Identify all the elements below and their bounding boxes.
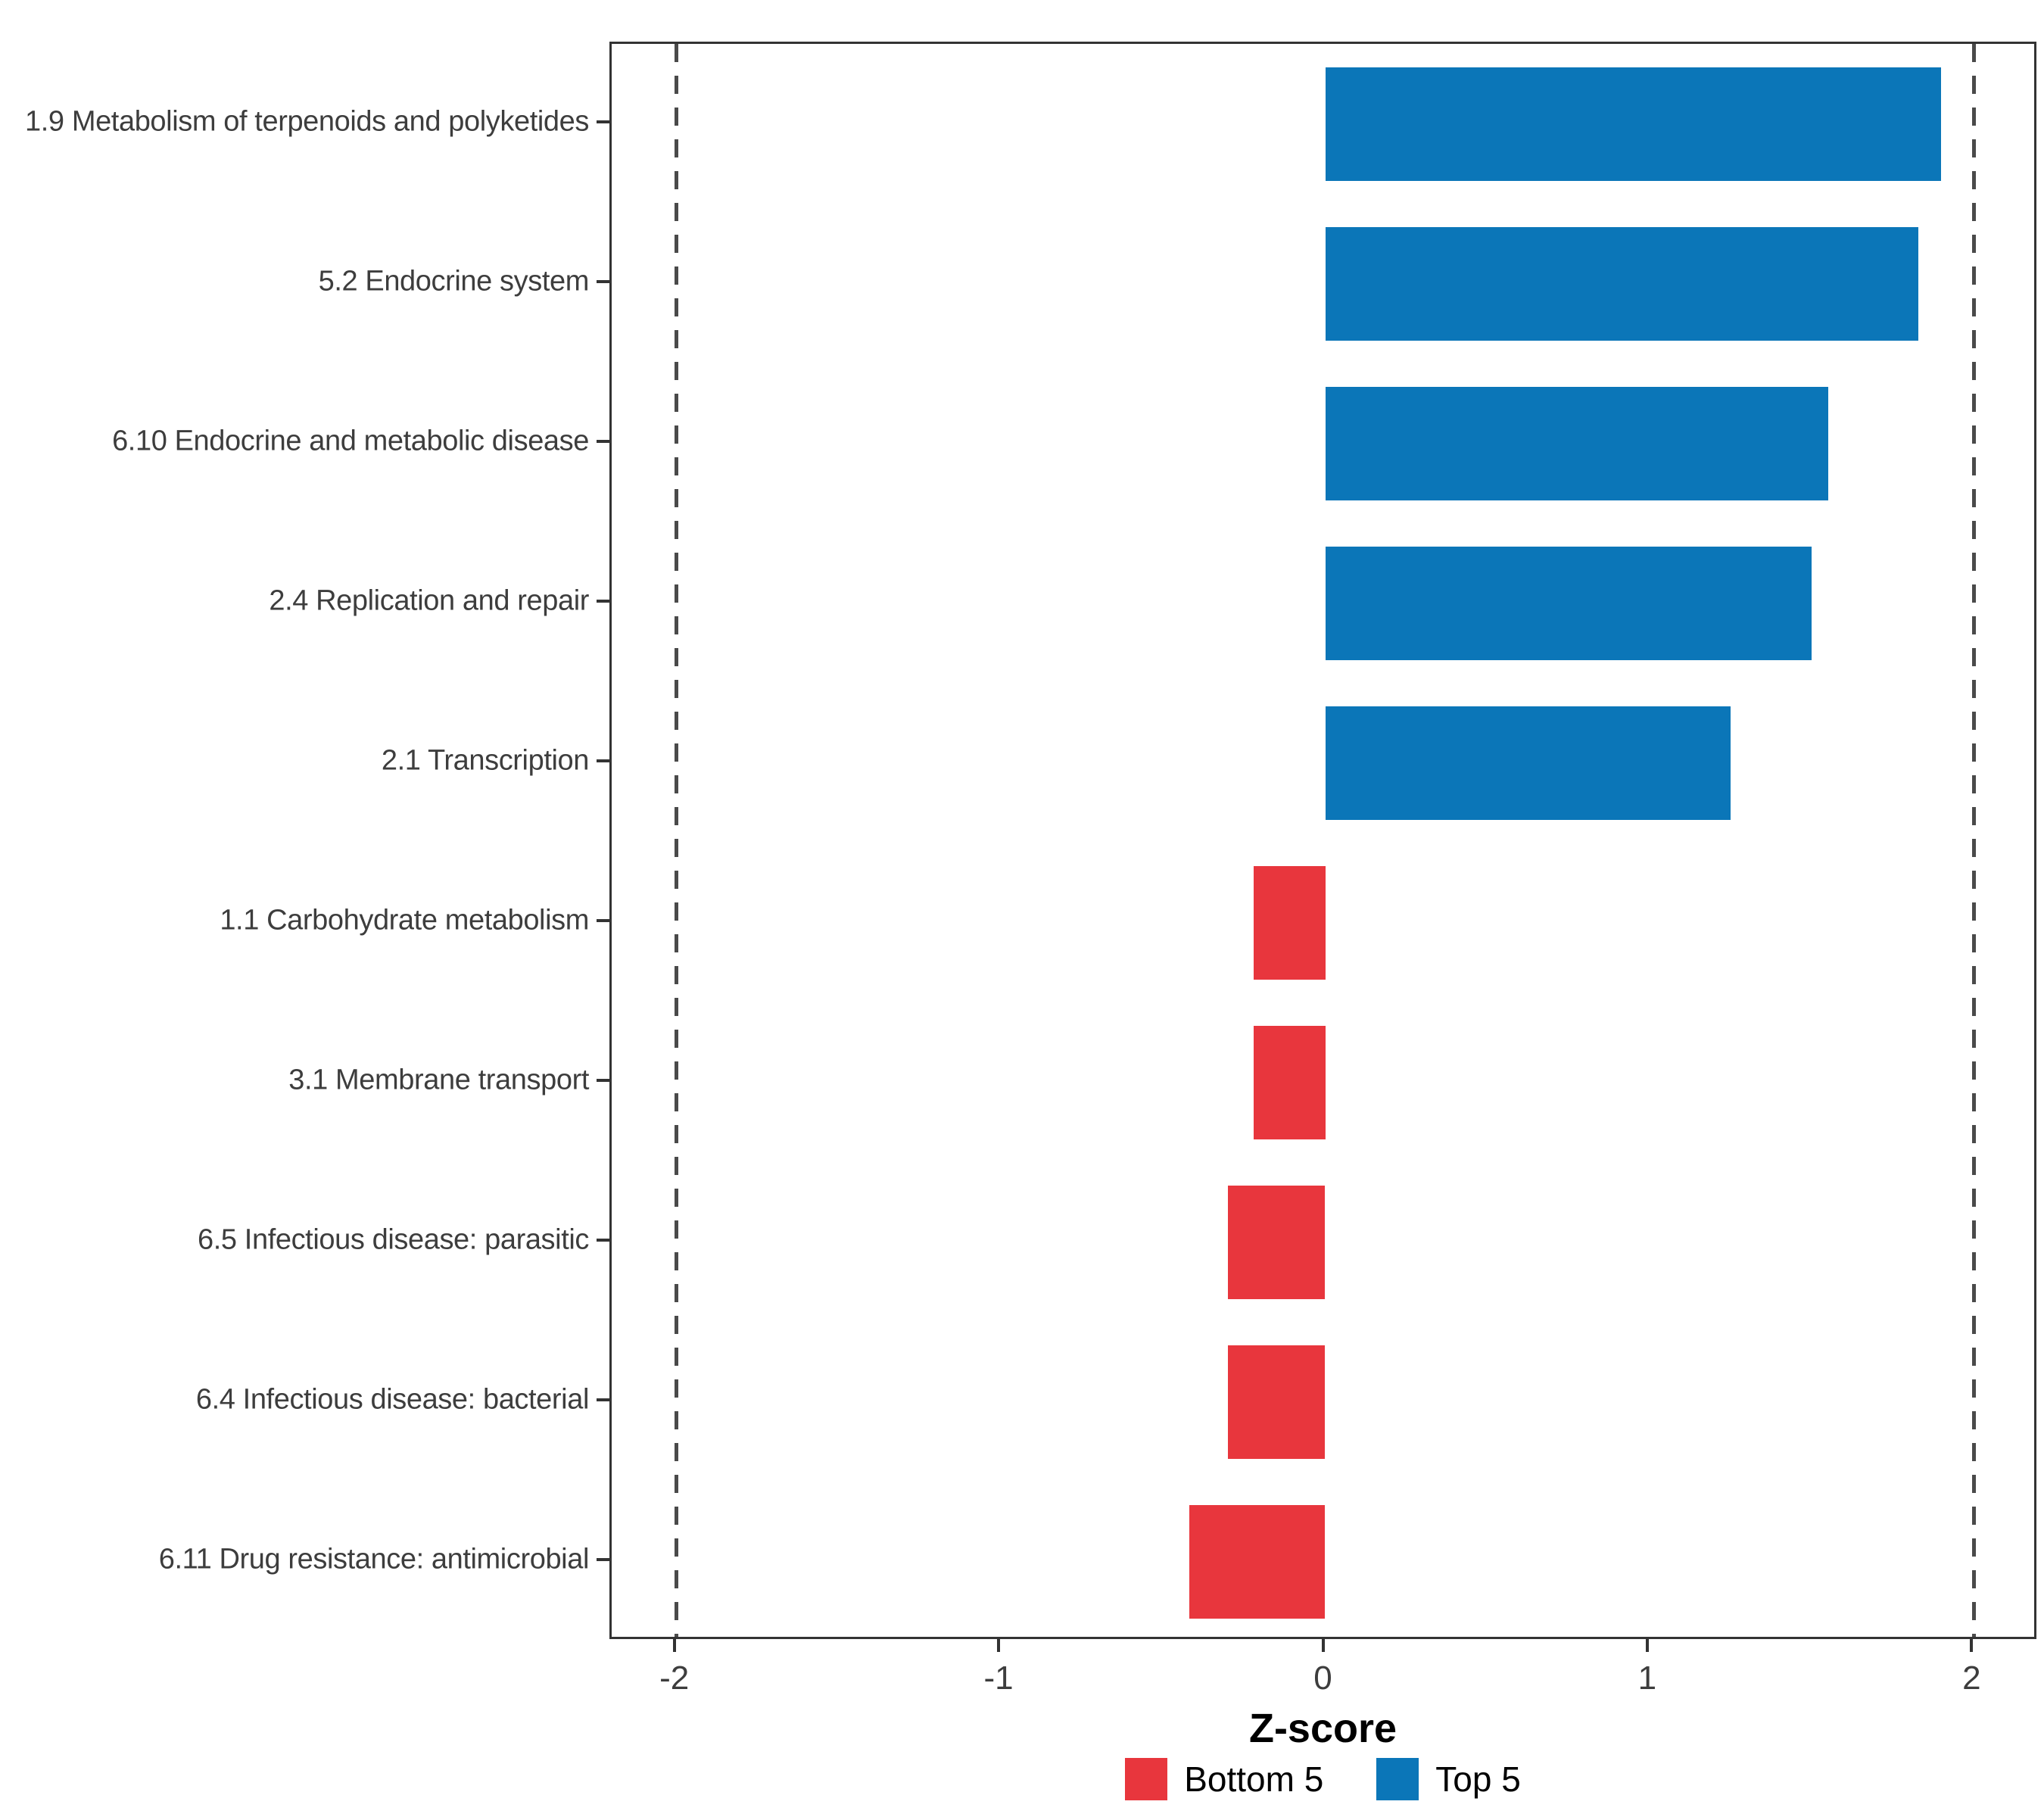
category-label: 2.4 Replication and repair [269, 584, 589, 616]
x-tick-label: 2 [1962, 1660, 1981, 1697]
y-axis-tick [597, 279, 609, 283]
legend: Bottom 5 Top 5 [609, 1758, 2036, 1800]
x-axis-tick [1970, 1639, 1974, 1652]
x-tick-label: -1 [983, 1660, 1014, 1697]
bar-top5 [1325, 386, 1828, 500]
bar-top5 [1325, 67, 1942, 181]
category-label: 5.2 Endocrine system [318, 265, 590, 297]
category-label: 6.10 Endocrine and metabolic disease [112, 425, 589, 457]
x-tick-label: 1 [1637, 1660, 1657, 1697]
legend-item: Top 5 [1376, 1758, 1521, 1800]
reference-line-2 [1971, 44, 1976, 1637]
category-label: 1.1 Carbohydrate metabolism [220, 904, 589, 936]
bar-top5 [1325, 226, 1919, 341]
bar-bottom5 [1254, 1025, 1326, 1139]
x-axis-title: Z-score [1248, 1706, 1397, 1751]
legend-label: Top 5 [1435, 1759, 1521, 1799]
x-axis-tick [997, 1639, 1001, 1652]
y-axis-tick [597, 599, 609, 603]
y-axis-tick [597, 1398, 609, 1401]
y-axis-tick [597, 1557, 609, 1561]
category-label: 1.9 Metabolism of terpenoids and polyket… [25, 105, 589, 137]
category-label: 3.1 Membrane transport [288, 1064, 589, 1095]
legend-item: Bottom 5 [1125, 1758, 1323, 1800]
category-label: 2.1 Transcription [381, 744, 590, 776]
bar-top5 [1325, 706, 1731, 820]
y-axis-tick [597, 1078, 609, 1082]
x-tick-label: -2 [659, 1660, 690, 1697]
legend-label: Bottom 5 [1184, 1759, 1324, 1799]
y-axis-tick [597, 439, 609, 443]
category-label: 6.5 Infectious disease: parasitic [198, 1223, 589, 1255]
bar-bottom5 [1227, 1185, 1326, 1299]
legend-color-swatch [1376, 1758, 1419, 1800]
y-axis-tick [597, 918, 609, 922]
y-axis-tick [597, 120, 609, 123]
bar-bottom5 [1254, 865, 1326, 980]
category-label: 6.4 Infectious disease: bacterial [195, 1383, 590, 1415]
bar-bottom5 [1227, 1345, 1326, 1459]
x-axis-tick [672, 1639, 676, 1652]
bar-top5 [1325, 546, 1812, 660]
x-tick-label: 0 [1313, 1660, 1332, 1697]
y-axis-tick [597, 1238, 609, 1242]
reference-line--2 [675, 44, 679, 1637]
x-axis-tick [1321, 1639, 1325, 1652]
bar-bottom5 [1189, 1504, 1326, 1619]
plot-panel [609, 42, 2036, 1639]
y-axis-tick [597, 759, 609, 762]
category-label: 6.11 Drug resistance: antimicrobial [158, 1543, 590, 1575]
x-axis-tick [1645, 1639, 1649, 1652]
legend-color-swatch [1125, 1758, 1168, 1800]
